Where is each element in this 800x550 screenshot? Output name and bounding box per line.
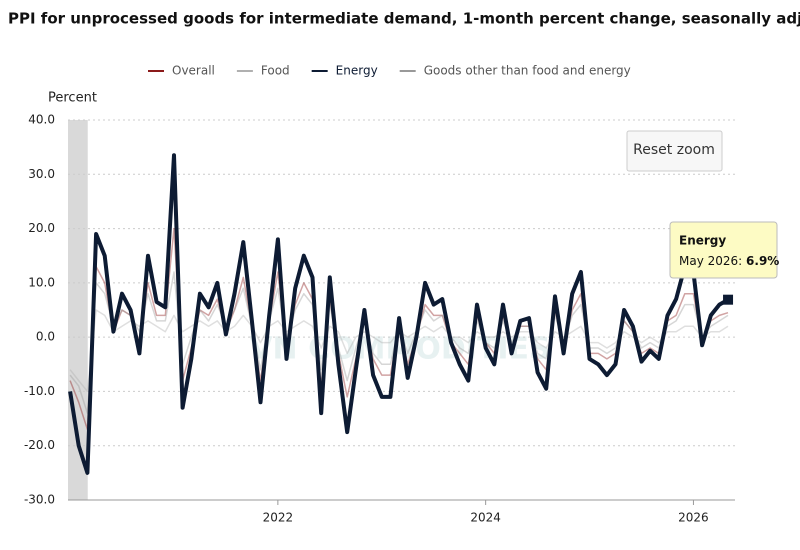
y-tick-label: 40.0 [28,113,55,127]
y-tick-label: 10.0 [28,275,55,289]
y-tick-label: 20.0 [28,221,55,235]
y-tick-label: 30.0 [28,167,55,181]
y-tick-label: -30.0 [24,493,55,507]
x-tick-label: 2026 [678,511,709,525]
tooltip-text: May 2026: 6.9% [679,254,779,268]
y-tick-label: -20.0 [24,438,55,452]
tooltip-value: 6.9% [746,254,779,268]
legend-label: Overall [172,64,215,78]
legend-label: Food [261,64,290,78]
highlight-marker [723,294,734,305]
tooltip-box [669,221,778,279]
legend-label: Energy [336,64,378,78]
tooltip: Energy May 2026: 6.9% [669,221,779,279]
reset-zoom-button[interactable]: Reset zoom [626,130,723,172]
button-box[interactable] [626,130,723,172]
y-tick-label: -10.0 [24,384,55,398]
chart-title: PPI for unprocessed goods for intermedia… [8,10,800,28]
y-axis-label: Percent [48,91,97,106]
button-label[interactable]: Reset zoom [633,142,715,158]
tooltip-title: Energy [679,234,726,248]
x-tick-label: 2022 [263,511,294,525]
tooltip-date: May 2026: [679,254,742,268]
y-tick-label: 0.0 [36,330,55,344]
series-line [68,153,729,475]
x-tick-label: 2024 [470,511,501,525]
legend-label: Goods other than food and energy [424,64,631,78]
plot-area: -30.0 -20.0 -10.0 0.0 10.0 20.0 30.0 40.0 2022 20… [24,64,735,525]
